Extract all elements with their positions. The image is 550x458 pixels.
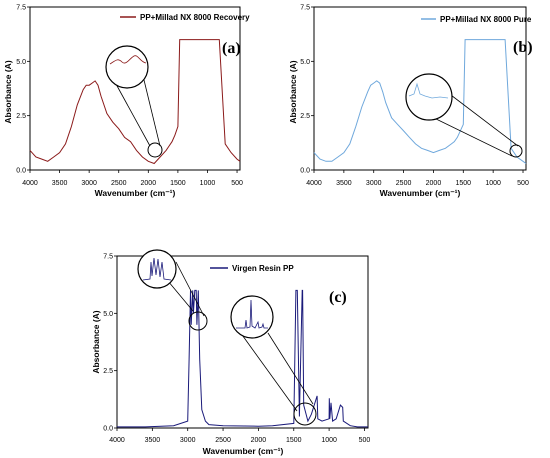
panel-b-x-tick-label: 1000 [485, 180, 501, 187]
panel-b-plot-frame [313, 6, 527, 171]
panel-a-xlabel: Wavenumber (cm⁻¹) [95, 188, 176, 198]
panel-a-plot-frame [29, 6, 241, 171]
panel-a-x-tick-label: 2000 [141, 180, 157, 187]
panel-b-x-tick-label: 2500 [396, 180, 412, 187]
panel-c-zoom-trace-left [142, 257, 172, 281]
panel-b-y-tick-label: 0.0 [300, 168, 310, 175]
panel-a-chart: 4000 3500 3000 2500 2000 1500 1000 500 0.0 2.5 5.0… [3, 5, 250, 199]
panel-c-plot-frame [116, 255, 369, 429]
panel-c-ylabel: Absorbance (A) [91, 310, 101, 373]
panel-c-x-tick-label: 4000 [109, 437, 125, 444]
panel-a-y-tick-label: 7.5 [16, 5, 26, 12]
panel-c-zoom-source-right [293, 402, 317, 426]
panel-a-zoom-inset [105, 45, 149, 89]
panel-a-zoom-source [147, 142, 163, 158]
panel-c-y-tick-label: 7.5 [103, 254, 113, 261]
panel-c-legend-label: Virgen Resin PP [232, 264, 294, 273]
panel-b-xlabel: Wavenumber (cm⁻¹) [380, 188, 461, 198]
panel-a-x-tick-label: 4000 [22, 180, 38, 187]
panel-c-x-tick-label: 2500 [215, 437, 231, 444]
panel-c-x-tick-label: 1000 [321, 437, 337, 444]
panel-c-ticks: 4000 3500 3000 2500 2000 1500 1000 500 0.0 2.5 5.0… [103, 254, 370, 445]
panel-b-x-tick-label: 500 [517, 180, 529, 187]
panel-a-label: (a) [222, 40, 241, 57]
panel-b-x-tick-label: 3500 [336, 180, 352, 187]
panel-c-zoom-leader [167, 280, 194, 312]
panel-c-y-tick-label: 2.5 [103, 368, 113, 375]
panel-a-x-tick-label: 1000 [200, 180, 216, 187]
panel-a-ticks: 4000 3500 3000 2500 2000 1500 1000 500 0.0 2.5 5.0… [16, 5, 243, 188]
panel-b-x-tick-label: 3000 [366, 180, 382, 187]
panel-b-y-tick-label: 2.5 [300, 113, 310, 120]
panel-b-y-tick-label: 5.0 [300, 59, 310, 66]
panel-b-label: (b) [513, 39, 533, 56]
panel-a-zoom-leader [143, 79, 161, 147]
panel-a-y-tick-label: 5.0 [16, 59, 26, 66]
panel-a-ylabel: Absorbance (A) [3, 60, 13, 123]
panel-a-series-line [29, 39, 241, 165]
panel-c-x-tick-label: 2000 [251, 437, 267, 444]
panel-c-xlabel: Wavenumber (cm⁻¹) [203, 446, 284, 456]
panel-a-y-tick-label: 2.5 [16, 113, 26, 120]
panel-b-zoom-leader [442, 88, 519, 147]
panel-c-zoom-leader [267, 332, 314, 405]
panel-a-zoom-leader [115, 83, 151, 147]
panel-a-x-tick-label: 3000 [81, 180, 97, 187]
panel-a-x-tick-label: 1500 [170, 180, 186, 187]
panel-c-zoom-source-left [188, 311, 208, 331]
panel-c-y-tick-label: 0.0 [103, 426, 113, 433]
panel-c-y-tick-label: 5.0 [103, 311, 113, 318]
panel-c-label: (c) [329, 289, 347, 306]
panel-b-zoom-trace [408, 82, 449, 99]
panel-b-x-tick-label: 1500 [456, 180, 472, 187]
panel-b-ylabel: Absorbance (A) [288, 60, 298, 123]
panel-c-x-tick-label: 3500 [145, 437, 161, 444]
panel-b-legend-label: PP+Millad NX 8000 Pure [440, 15, 532, 24]
panel-c-x-tick-label: 3000 [180, 437, 196, 444]
panel-c-chart: 4000 3500 3000 2500 2000 1500 1000 500 0.0 2.5 5.0… [91, 249, 370, 456]
panel-b-zoom-source [509, 144, 523, 158]
panel-b-chart: 4000 3500 3000 2500 2000 1500 1000 500 0.0 2.5 5.0… [288, 5, 533, 199]
panel-a-x-tick-label: 3500 [52, 180, 68, 187]
panel-a-x-tick-label: 2500 [111, 180, 127, 187]
panel-c-zoom-leader [239, 331, 298, 412]
panel-c-series-line [117, 289, 368, 428]
panel-b-y-tick-label: 7.5 [300, 5, 310, 12]
panel-b-x-tick-label: 2000 [426, 180, 442, 187]
panel-b-series-line [313, 39, 527, 164]
panel-b-ticks: 4000 3500 3000 2500 2000 1500 1000 500 0.0 2.5 5.0… [300, 5, 529, 188]
panel-a-zoom-trace [109, 55, 147, 65]
panel-b-zoom-leader [431, 116, 513, 157]
panel-a-legend-label: PP+Millad NX 8000 Recovery [140, 13, 250, 22]
panel-c-zoom-trace-right [236, 299, 268, 329]
panel-a-y-tick-label: 0.0 [16, 168, 26, 175]
panel-a-x-tick-label: 500 [231, 180, 243, 187]
panel-c-x-tick-label: 1500 [286, 437, 302, 444]
panel-b-x-tick-label: 4000 [306, 180, 322, 187]
panel-c-zoom-leader [175, 261, 205, 317]
panel-c-x-tick-label: 500 [359, 437, 371, 444]
